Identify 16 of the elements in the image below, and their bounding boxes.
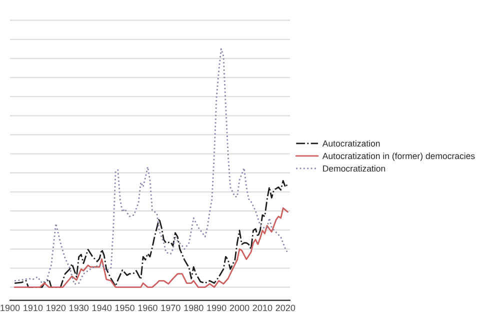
x-tick-label: 1950: [115, 304, 134, 312]
legend-label: Democratization: [323, 165, 386, 172]
x-tick-label: 1970: [161, 304, 180, 312]
x-tick-label: 1910: [24, 304, 43, 312]
x-tick-label: 1940: [92, 304, 112, 312]
x-tick-label: 1930: [70, 304, 89, 312]
x-tick-label: 2020: [276, 304, 296, 312]
legend-label: Autocratization: [322, 140, 380, 147]
x-tick-label: 1900: [0, 304, 20, 312]
x-tick-label: 1920: [46, 304, 66, 312]
x-tick-label: 2010: [252, 304, 272, 312]
legend-label: Autocratization in (former) democracies: [322, 152, 475, 161]
x-tick-label: 1990: [207, 304, 226, 312]
x-tick-label: 1980: [184, 304, 204, 312]
x-tick-label: 1960: [138, 304, 158, 312]
x-tick-label: 2000: [230, 304, 250, 312]
